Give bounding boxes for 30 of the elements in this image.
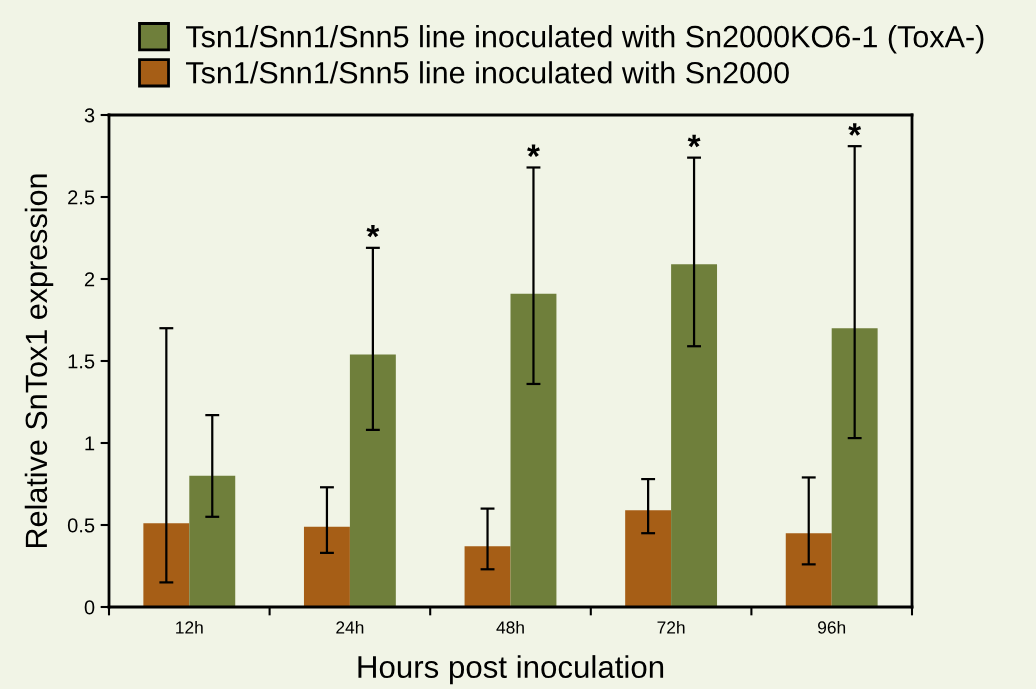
x-tick-label: 72h [657, 620, 685, 634]
y-tick-label: 1 [85, 436, 95, 451]
bar [625, 510, 672, 607]
x-tick-label: 24h [336, 620, 364, 634]
annotation: * [527, 144, 540, 157]
legend-label: Tsn1/Snn1/Snn5 line inoculated with Sn2000 [186, 61, 789, 84]
bar [143, 523, 190, 607]
y-tick-label: 2 [84, 272, 95, 287]
x-axis-title: Hours post inoculation [358, 655, 664, 685]
y-tick-label: 2.5 [68, 190, 95, 205]
y-tick-label: 1.5 [68, 354, 95, 369]
bar [464, 546, 511, 607]
bar [303, 526, 350, 607]
y-tick-label: 0 [84, 600, 95, 615]
annotation: * [687, 134, 701, 148]
y-axis-title: Relative SnTox1 expression [24, 174, 54, 547]
y-tick-label: 0.5 [67, 518, 95, 533]
bar [349, 354, 396, 607]
y-tick-label: 3 [84, 108, 95, 123]
bar [785, 533, 832, 607]
annotation: * [848, 123, 862, 136]
bar [831, 328, 878, 607]
x-tick-label: 12h [176, 620, 203, 634]
x-tick-label: 96h [818, 620, 846, 634]
bar [510, 293, 557, 607]
x-tick-label: 48h [496, 620, 524, 634]
bar [671, 264, 718, 607]
bar [189, 475, 236, 607]
legend-label: Tsn1/Snn1/Snn5 line inoculated with Sn2000KO6-1 (ToxA-) [186, 25, 984, 54]
annotation: * [366, 224, 380, 238]
